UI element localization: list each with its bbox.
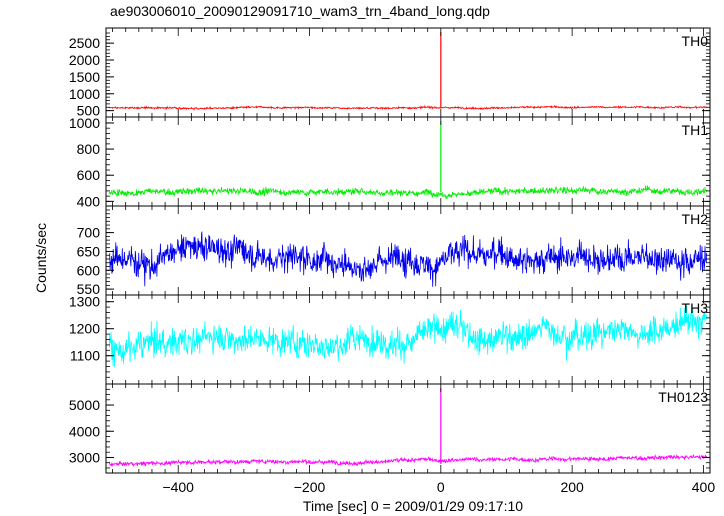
- panel-th0123: 3000 4000 5000 TH0123: [69, 383, 711, 474]
- y-tick-label: 1300: [69, 294, 100, 310]
- y-tick-label: 5000: [69, 397, 100, 413]
- x-tick-label: −200: [294, 479, 326, 495]
- series-line-th3: [108, 305, 708, 367]
- y-tick-label: 650: [77, 243, 101, 259]
- panel-frame: [105, 27, 711, 118]
- series-line-th0: [109, 104, 707, 111]
- y-tick-label: 700: [77, 225, 101, 241]
- panel-label: TH0: [682, 33, 709, 49]
- y-tick-label: 550: [77, 281, 101, 297]
- y-tick-label: 600: [77, 167, 101, 183]
- panel-label: TH2: [682, 211, 709, 227]
- y-tick-label: 1000: [69, 86, 100, 102]
- series-line-th0123: [108, 453, 708, 467]
- x-axis-label: Time [sec] 0 = 2009/01/29 09:17:10: [303, 498, 523, 514]
- y-tick-label: 3000: [69, 449, 100, 465]
- x-tick-label: 400: [692, 479, 716, 495]
- panel-th1: 400 600 800 1000 TH1: [69, 115, 711, 209]
- y-tick-label: 4000: [69, 423, 100, 439]
- x-tick-label: 0: [437, 479, 445, 495]
- panel-label: TH0123: [658, 389, 708, 405]
- y-tick-label: 500: [77, 103, 101, 119]
- x-tick-label: −400: [162, 479, 194, 495]
- y-tick-label: 2000: [69, 52, 100, 68]
- x-axis: −400 −200 0 200 400: [162, 479, 715, 495]
- y-tick-label: 1500: [69, 69, 100, 85]
- panel-frame: [105, 383, 711, 474]
- panel-label: TH3: [682, 300, 709, 316]
- y-tick-label: 800: [77, 141, 101, 157]
- panel-label: TH1: [682, 122, 709, 138]
- y-tick-label: 2500: [69, 35, 100, 51]
- panel-th3: 1100 1200 1300 TH3: [69, 294, 711, 385]
- y-tick-label: 1100: [70, 348, 100, 364]
- y-tick-label: 1200: [69, 321, 100, 337]
- x-tick-label: 200: [560, 479, 584, 495]
- y-tick-label: 600: [77, 262, 101, 278]
- series-line-th2: [108, 231, 708, 287]
- y-axis-label: Counts/sec: [33, 223, 49, 293]
- y-tick-label: 1000: [69, 115, 100, 131]
- chart-title: ae903006010_20090129091710_wam3_trn_4ban…: [110, 3, 490, 19]
- series-line-th1: [108, 185, 708, 200]
- panel-th2: 550 600 650 700 TH2: [77, 205, 711, 297]
- y-tick-label: 400: [77, 193, 101, 209]
